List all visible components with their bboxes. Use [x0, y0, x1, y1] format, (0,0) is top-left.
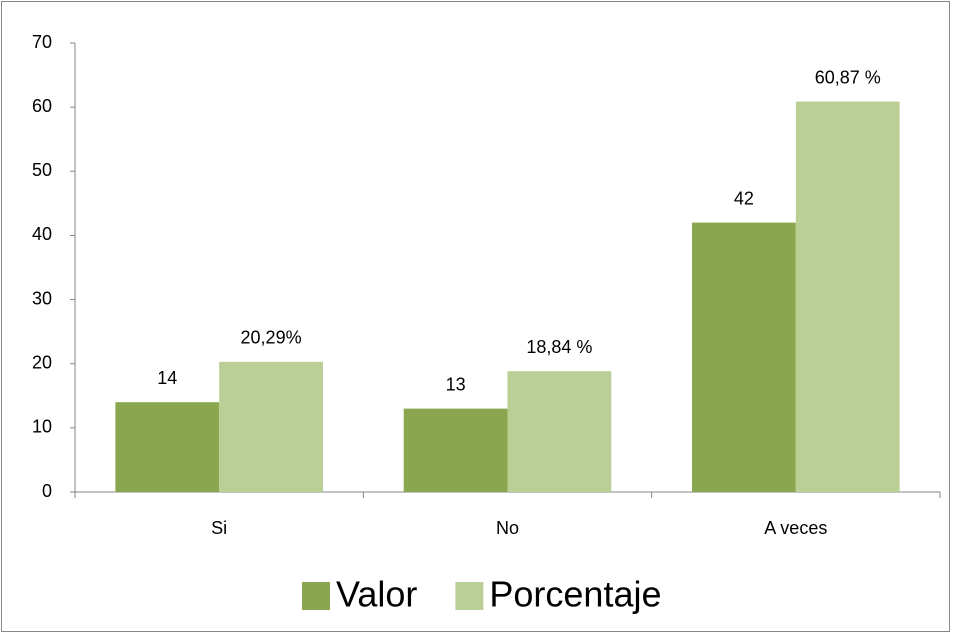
legend-swatch	[455, 582, 484, 610]
data-label: 18,84 %	[526, 337, 592, 357]
x-tick-label: A veces	[764, 518, 827, 538]
bar	[219, 361, 323, 492]
y-tick-label: 60	[32, 96, 52, 116]
data-label: 20,29%	[241, 328, 302, 348]
y-tick-label: 10	[32, 417, 52, 437]
y-tick-label: 20	[32, 352, 52, 372]
y-tick-label: 50	[32, 160, 52, 180]
data-label: 60,87 %	[815, 67, 881, 87]
bar	[115, 402, 220, 492]
data-label: 13	[446, 374, 466, 394]
y-tick-label: 40	[32, 224, 52, 244]
x-tick-label: No	[496, 518, 519, 538]
x-tick-label: Si	[211, 518, 227, 538]
y-tick-label: 30	[32, 288, 52, 308]
y-tick-label: 70	[32, 32, 52, 52]
data-label: 42	[734, 188, 754, 208]
legend-label: Valor	[336, 574, 417, 615]
bar	[507, 371, 612, 492]
y-tick-label: 0	[42, 481, 52, 501]
data-label: 14	[157, 368, 177, 388]
legend-swatch	[302, 582, 330, 610]
legend-label: Porcentaje	[489, 574, 661, 615]
bar	[403, 408, 508, 492]
bar	[692, 222, 796, 492]
bar	[795, 101, 900, 492]
